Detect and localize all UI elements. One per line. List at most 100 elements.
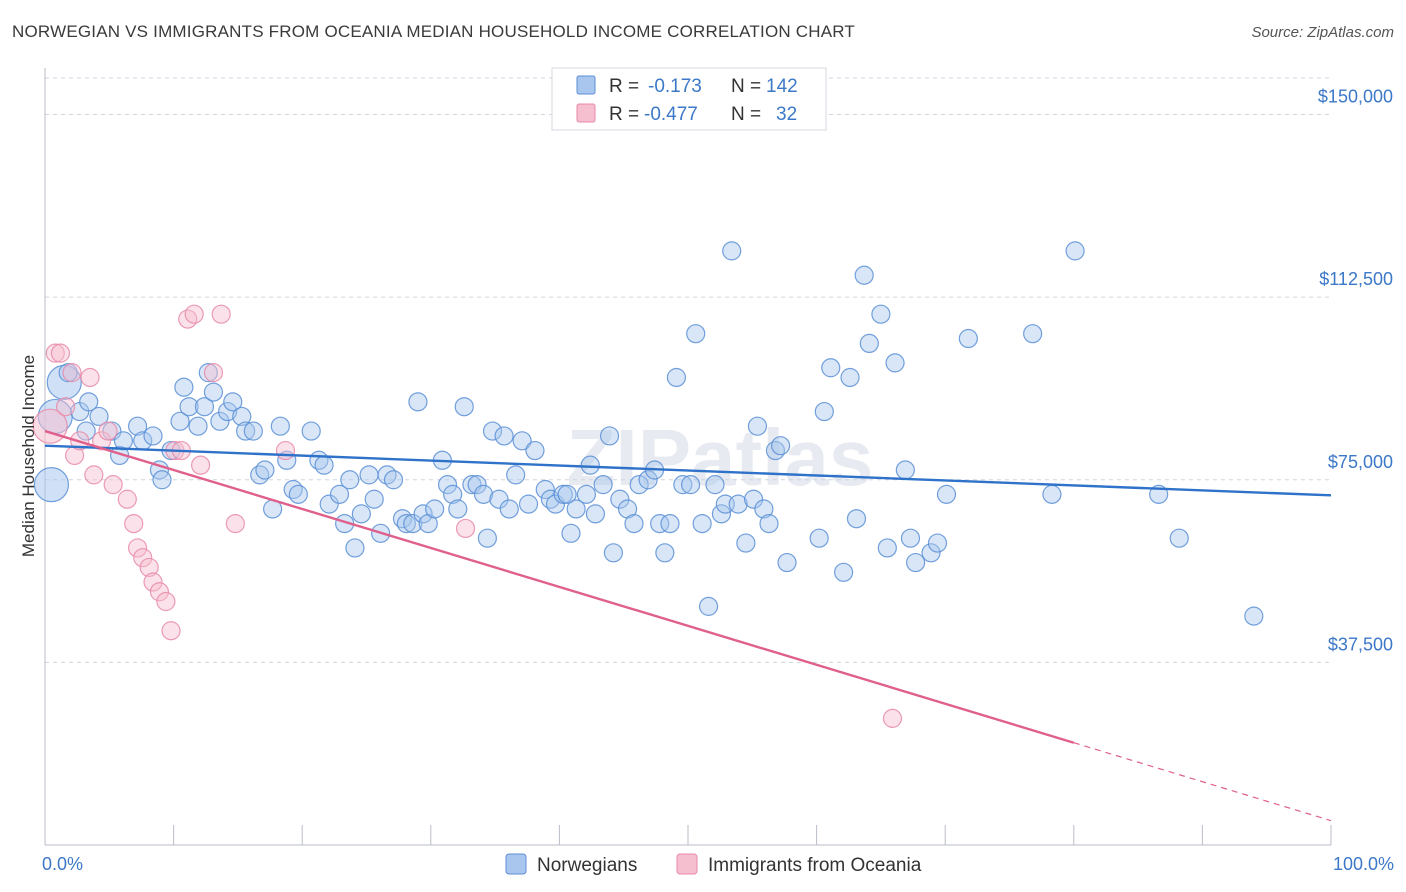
norwegians-point (89, 406, 109, 427)
norwegians-point (198, 363, 218, 383)
norwegians-point (113, 431, 134, 451)
oceania-point (156, 591, 176, 612)
y-axis-label: Median Household Income (19, 355, 38, 557)
norwegians-point (821, 358, 841, 378)
oceania-point (62, 363, 82, 383)
norwegians-point (660, 513, 680, 534)
norwegians-point (1169, 528, 1189, 548)
legend-swatch-immigrants-from-oceania (576, 103, 596, 123)
oceania-point (275, 440, 296, 461)
norwegians-point (396, 513, 416, 534)
norwegians-point (629, 475, 649, 495)
norwegians-point (425, 499, 445, 519)
norwegians-point (314, 455, 334, 475)
norwegians-point (759, 513, 779, 534)
trend-line-immigrants-from-oceania (44, 429, 1075, 744)
norwegians-point (736, 533, 756, 553)
norwegians-point (46, 364, 82, 400)
norwegians-point (834, 562, 854, 582)
legend-n-label: N = (731, 76, 761, 97)
norwegians-point (754, 499, 774, 519)
norwegians-point (359, 465, 379, 485)
norwegians-point (535, 479, 555, 500)
norwegians-point (927, 533, 948, 553)
norwegians-point (340, 470, 360, 490)
oceania-point (184, 304, 204, 324)
norwegians-point (854, 265, 874, 285)
norwegians-point (301, 421, 321, 441)
norwegians-point (454, 397, 474, 417)
oceania-point (211, 304, 231, 324)
grid-lines (45, 77, 1331, 663)
oceania-point (225, 513, 245, 534)
norwegians-point (921, 543, 941, 563)
oceania-point (161, 621, 181, 641)
norwegians-point (557, 484, 577, 504)
norwegians-point (329, 484, 350, 504)
trend-line-norwegians (44, 444, 1332, 497)
norwegians-point (232, 406, 252, 427)
oceania-point (127, 538, 148, 558)
oceania-point (91, 431, 112, 451)
norwegians-point (705, 475, 725, 495)
norwegians-point (489, 489, 509, 509)
norwegians-point (599, 426, 620, 446)
norwegians-point (576, 484, 597, 504)
oceania-point (149, 582, 170, 602)
norwegians-point (846, 509, 867, 529)
oceania-point (50, 343, 71, 363)
oceania-point (45, 343, 65, 363)
norwegians-point (777, 552, 797, 573)
y-tick-label: $150,000 (1318, 87, 1393, 107)
oceania-point (191, 455, 211, 475)
norwegians-point (210, 411, 230, 431)
norwegians-point (223, 392, 243, 412)
oceania-point (117, 489, 137, 509)
norwegians-point (593, 475, 613, 495)
norwegians-point (650, 513, 670, 534)
norwegians-point (722, 241, 742, 261)
norwegians-point (1042, 484, 1062, 504)
oceania-point (203, 363, 224, 383)
norwegians-point (448, 499, 468, 519)
norwegians-point (743, 489, 764, 509)
oceania-point (84, 465, 104, 485)
x-tick-label: 100.0% (1333, 854, 1394, 874)
norwegians-point (900, 528, 921, 548)
oceania-point (103, 475, 123, 495)
norwegians-point (895, 460, 915, 480)
norwegians-point (624, 513, 644, 534)
norwegians-point (255, 460, 275, 480)
norwegians-point (1244, 606, 1264, 626)
norwegians-point (364, 489, 384, 509)
norwegians-point (580, 455, 600, 475)
oceania-point (882, 708, 903, 728)
norwegians-point (566, 499, 586, 519)
norwegians-point (885, 353, 905, 373)
norwegians-point (79, 392, 99, 412)
norwegians-point (638, 470, 658, 490)
norwegians-point (585, 504, 606, 524)
norwegians-point (319, 494, 339, 514)
norwegians-point (477, 528, 497, 548)
norwegians-point (494, 426, 514, 446)
norwegians-point (188, 416, 208, 436)
norwegians-point (408, 392, 428, 412)
watermark: ZIPatlas (567, 413, 874, 502)
norwegians-point (680, 475, 701, 495)
norwegians-point (403, 513, 423, 534)
norwegians-point (809, 528, 829, 548)
norwegians-point (747, 416, 768, 436)
norwegians-point (473, 484, 494, 504)
norwegians-point (603, 543, 624, 563)
norwegians-point (437, 475, 458, 495)
norwegians-point (506, 465, 526, 485)
norwegians-point (840, 367, 860, 388)
norwegians-point (728, 494, 748, 514)
norwegians-point (270, 416, 290, 436)
norwegians-point (561, 523, 581, 543)
legend-swatch-norwegians (505, 853, 527, 875)
y-tick-label: $37,500 (1328, 634, 1393, 654)
norwegians-point (906, 552, 926, 573)
source-label: Source: ZipAtlas.com (1251, 24, 1394, 41)
